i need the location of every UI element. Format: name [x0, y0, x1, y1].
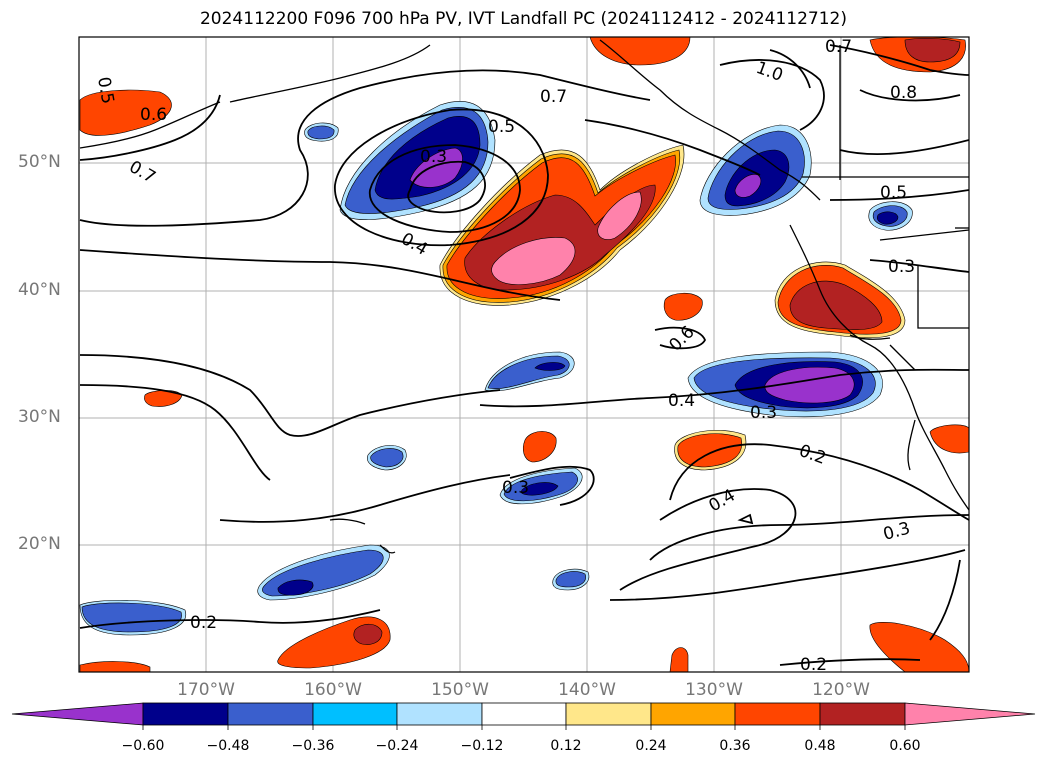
pv-shading	[79, 37, 969, 672]
colorbar-cell	[227, 702, 314, 726]
colorbar-cell	[734, 702, 821, 726]
contour-label: 0.5	[93, 75, 117, 105]
contour-label: 0.3	[420, 147, 447, 167]
colorbar-tick: −0.12	[460, 738, 504, 754]
colorbar-tick: −0.60	[121, 738, 165, 754]
colorbar-tick: 0.60	[889, 738, 921, 754]
lon-label-120w: 120°W	[812, 680, 870, 700]
contour-label: 0.2	[796, 441, 828, 469]
lon-label-140w: 140°W	[558, 680, 616, 700]
colorbar-cell	[819, 702, 906, 726]
contour-label: 0.7	[825, 37, 852, 57]
colorbar-tick: 0.36	[719, 738, 751, 754]
pv-contours	[79, 44, 969, 666]
lat-label-30n: 30°N	[18, 407, 61, 427]
lat-label-50n: 50°N	[18, 152, 61, 172]
lon-label-160w: 160°W	[304, 680, 362, 700]
contour-label: 0.4	[398, 229, 431, 260]
map-frame	[78, 36, 970, 673]
colorbar-tick: 0.48	[804, 738, 836, 754]
colorbar-cell	[142, 702, 229, 726]
lon-label-130w: 130°W	[685, 680, 743, 700]
colorbar-cell	[312, 702, 398, 726]
map-title: 2024112200 F096 700 hPa PV, IVT Landfall…	[199, 9, 847, 29]
colorbar-tick: −0.48	[206, 738, 250, 754]
contour-label: 0.3	[888, 257, 915, 277]
contour-label: 0.8	[890, 83, 917, 103]
contour-label: 0.2	[190, 613, 217, 633]
colorbar-tick: 0.12	[550, 738, 582, 754]
colorbar-cell	[481, 702, 567, 726]
colorbar	[11, 702, 1036, 730]
lon-label-170w: 170°W	[177, 680, 235, 700]
colorbar-tick: −0.36	[291, 738, 335, 754]
contour-label: 0.2	[800, 655, 827, 675]
contour-label: 0.5	[880, 183, 907, 203]
colorbar-cell	[565, 702, 652, 726]
colorbar-cell	[650, 702, 736, 726]
lon-label-150w: 150°W	[431, 680, 489, 700]
contour-label: 0.7	[126, 157, 159, 188]
contour-label: 0.6	[140, 105, 167, 125]
colorbar-extend-low	[11, 702, 144, 726]
colorbar-extend-high	[904, 702, 1036, 726]
contour-label: 0.3	[502, 478, 529, 498]
colorbar-tick: −0.24	[375, 738, 419, 754]
contour-label: 0.3	[881, 519, 912, 545]
contour-label: 0.4	[668, 391, 695, 411]
colorbar-tick: 0.24	[635, 738, 667, 754]
contour-label: 0.3	[750, 403, 777, 423]
contour-label: 0.7	[540, 87, 567, 107]
lat-label-40n: 40°N	[18, 280, 61, 300]
lat-label-20n: 20°N	[18, 534, 61, 554]
colorbar-cell	[396, 702, 483, 726]
contour-label: 0.5	[488, 117, 515, 137]
coastlines	[79, 39, 969, 554]
